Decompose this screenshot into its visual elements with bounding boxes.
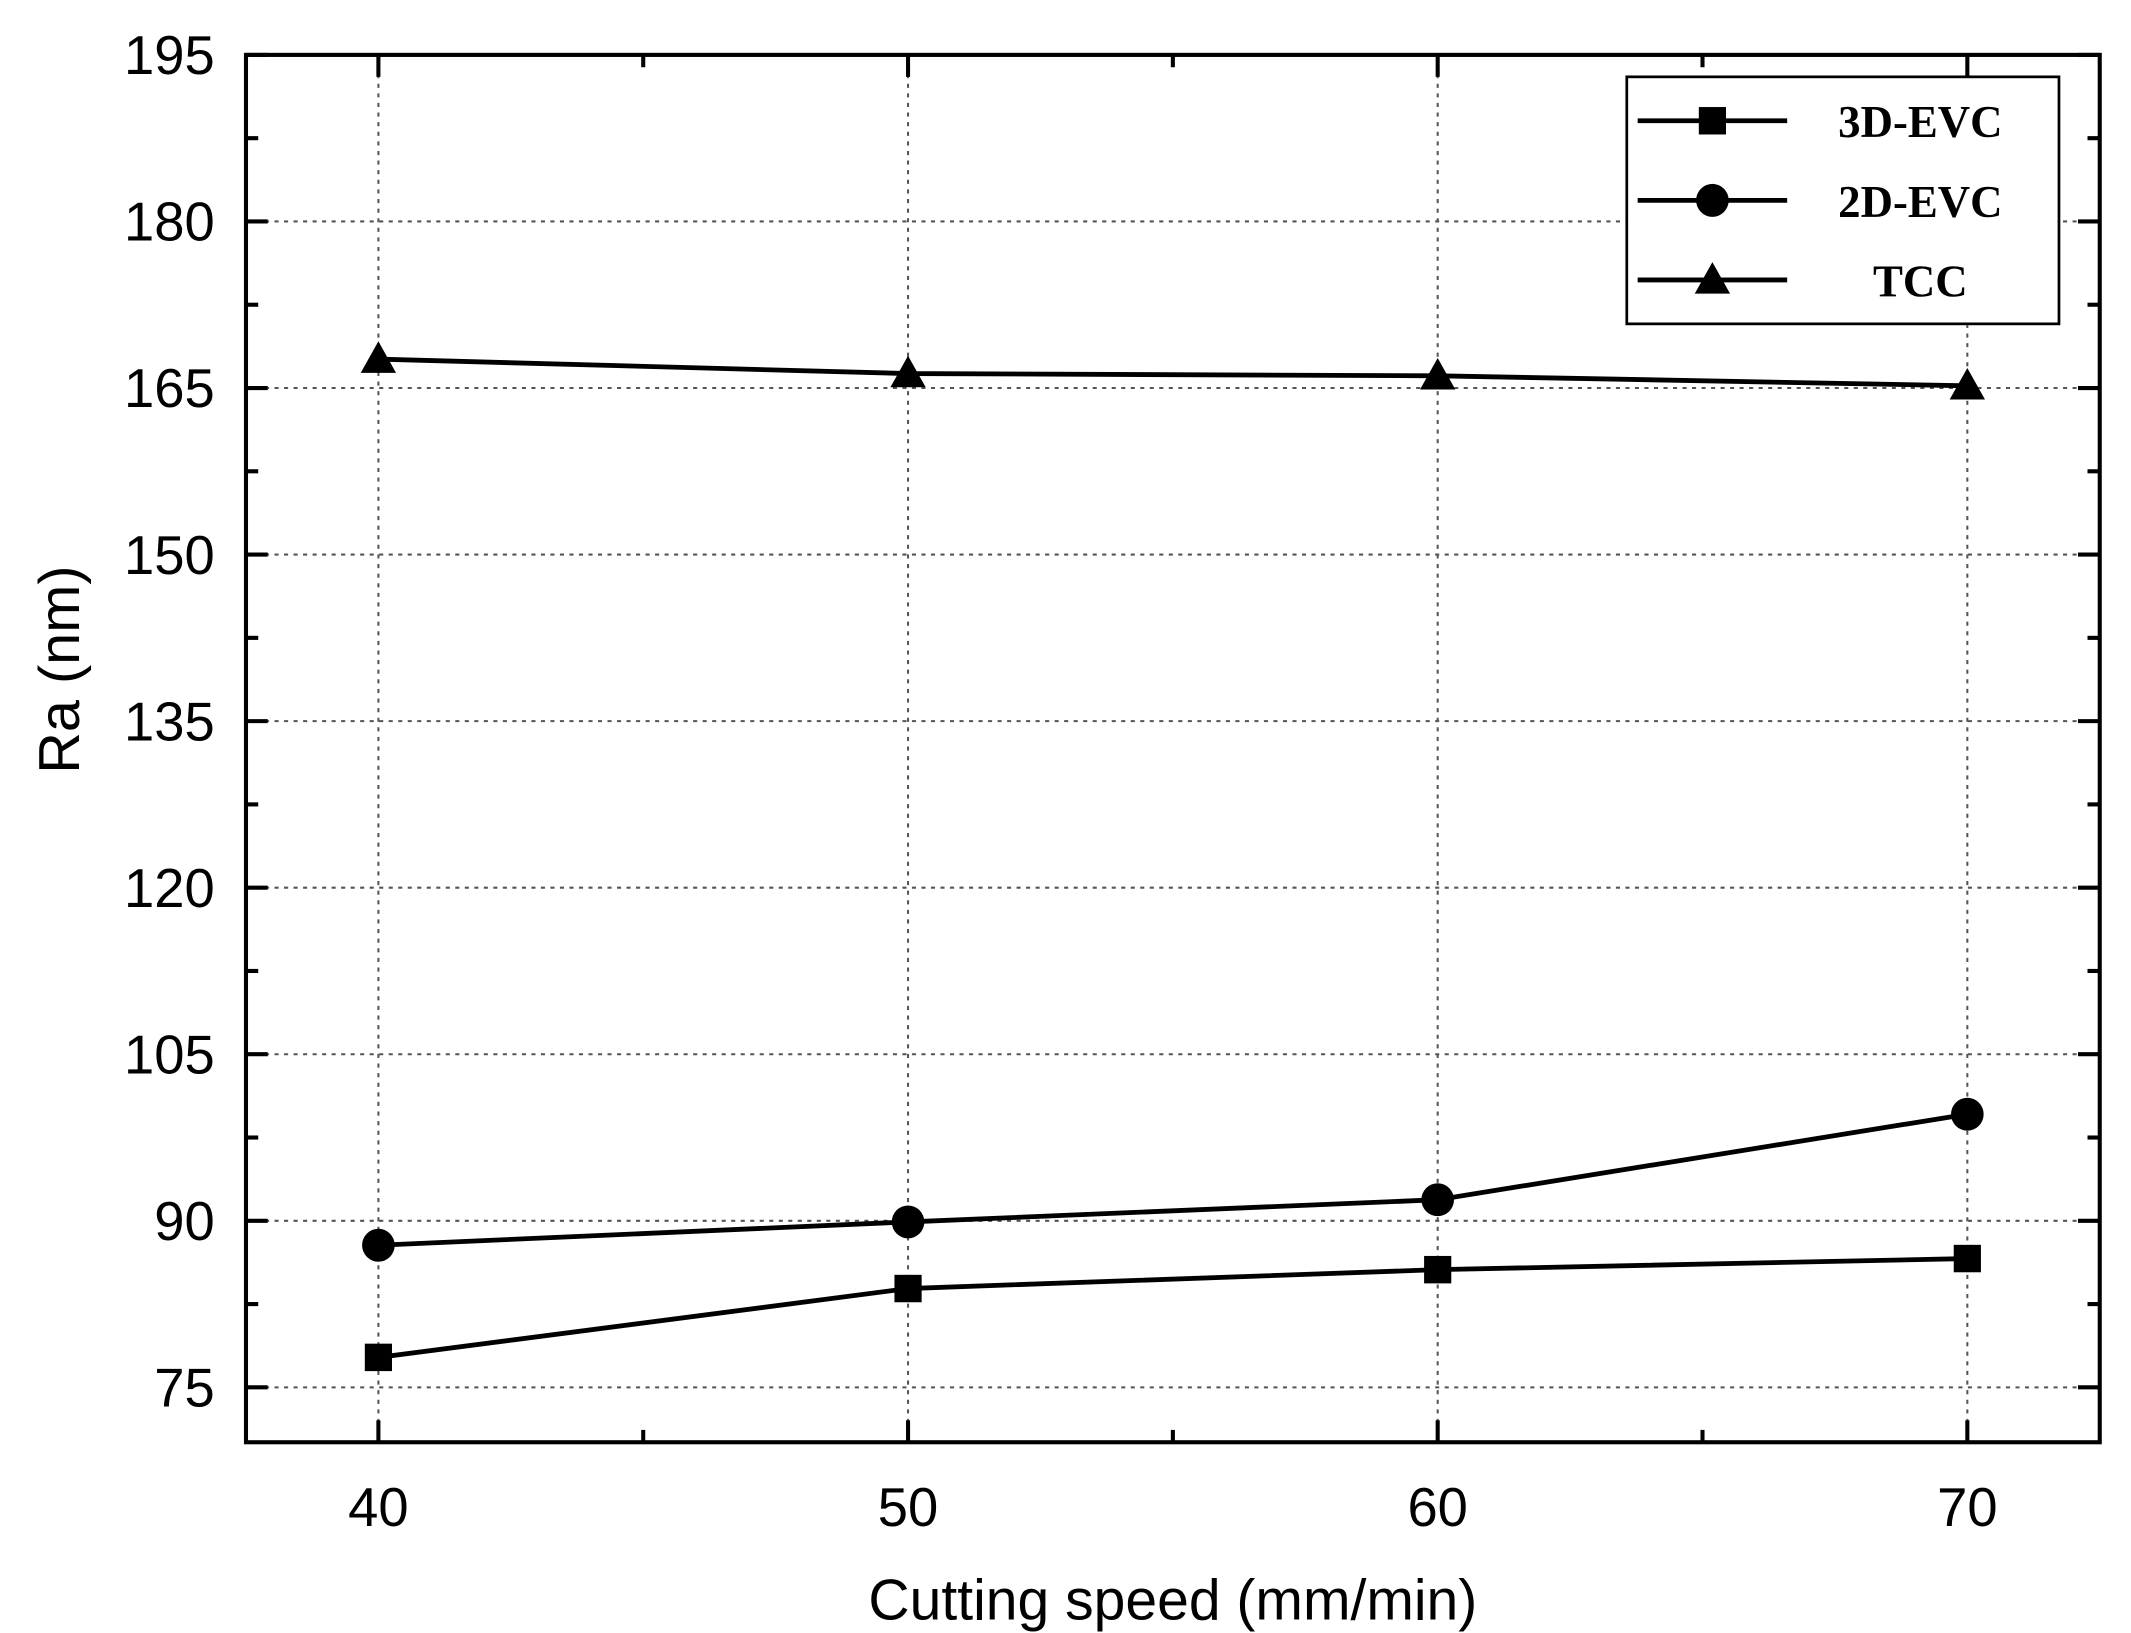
data-point-square xyxy=(894,1274,922,1303)
series-line xyxy=(378,1256,1968,1360)
y-tick-label: 75 xyxy=(154,1357,214,1418)
data-point-square xyxy=(1424,1255,1452,1284)
legend: 3D-EVC 2D-EVC TCC xyxy=(1625,75,2061,326)
data-point-circle xyxy=(1951,1097,1984,1131)
y-tick-label: 150 xyxy=(124,525,215,586)
x-tick-label: 60 xyxy=(1407,1477,1467,1538)
series-tcc xyxy=(360,341,1985,400)
legend-label: 3D-EVC xyxy=(1838,97,2002,147)
legend-marker-circle xyxy=(1696,183,1729,217)
y-tick-label: 135 xyxy=(124,691,215,752)
data-point-triangle xyxy=(360,341,397,373)
data-point-circle xyxy=(1421,1183,1454,1217)
legend-marker-square xyxy=(1698,107,1727,135)
x-axis-label: Cutting speed (mm/min) xyxy=(868,1568,1477,1632)
data-point-triangle xyxy=(890,355,926,388)
y-tick-label: 120 xyxy=(124,858,215,919)
legend-label: 2D-EVC xyxy=(1838,177,2002,227)
data-point-triangle xyxy=(1420,357,1456,390)
legend-label: TCC xyxy=(1873,256,1968,306)
x-tick-label: 40 xyxy=(348,1477,408,1538)
plot-frame xyxy=(243,52,2102,1445)
series xyxy=(360,341,1985,1372)
legend-marker-triangle xyxy=(1694,262,1731,294)
data-point-square xyxy=(364,1343,392,1372)
y-tick-label: 105 xyxy=(124,1024,215,1085)
y-tick-label: 90 xyxy=(154,1191,214,1252)
data-point-circle xyxy=(891,1205,925,1239)
axis-ticks: 40 50 60 70 75 90 105 120 135 150 165 180 195 xyxy=(124,25,2100,1538)
data-point-circle xyxy=(362,1228,395,1262)
y-tick-label: 165 xyxy=(124,358,215,419)
x-tick-label: 70 xyxy=(1937,1477,1997,1538)
series-line xyxy=(378,1111,1968,1248)
y-tick-label: 195 xyxy=(124,25,215,86)
series-3d-evc xyxy=(364,1244,1981,1372)
data-point-square xyxy=(1953,1244,1981,1273)
y-tick-label: 180 xyxy=(124,191,215,252)
y-axis-label: Ra (nm) xyxy=(28,566,92,774)
x-tick-label: 50 xyxy=(878,1477,938,1538)
series-line xyxy=(378,356,1968,389)
series-2d-evc xyxy=(362,1097,1984,1262)
data-point-triangle xyxy=(1949,367,1985,400)
